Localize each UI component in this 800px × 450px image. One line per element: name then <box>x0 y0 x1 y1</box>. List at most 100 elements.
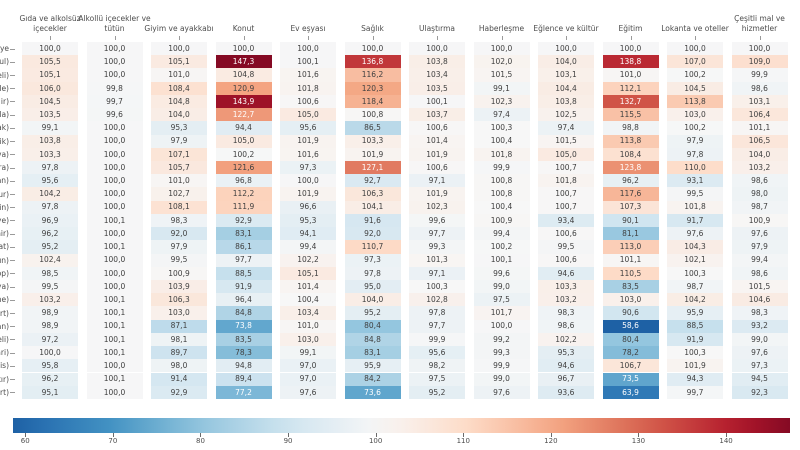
row-tick-mark <box>10 75 15 77</box>
heatmap-cell: 100,1 <box>86 319 143 333</box>
heatmap-cell: 100,0 <box>86 187 143 201</box>
heatmap-cell: 103,8 <box>409 55 465 69</box>
heatmap-cell: 100,4 <box>280 293 336 307</box>
heatmap-cell: 96,2 <box>22 372 78 386</box>
column-header-line: Çeşitli mal ve <box>734 14 785 23</box>
row-tick-mark <box>10 48 15 50</box>
heatmap-cell: 107,0 <box>667 55 723 69</box>
heatmap-cell: 94,8 <box>215 359 272 373</box>
heatmap-cell: 100,0 <box>86 200 143 214</box>
row-tick-mark <box>10 246 15 248</box>
heatmap-cell: 100,0 <box>538 42 594 56</box>
heatmap-cell: 99,9 <box>473 160 530 175</box>
heatmap-cell: 102,2 <box>280 253 336 267</box>
colorbar-tick-mark <box>726 433 728 437</box>
heatmap-cell: 99,9 <box>473 359 530 373</box>
heatmap-cell: 98,9 <box>22 319 78 333</box>
heatmap-cell: 78,2 <box>602 346 659 360</box>
heatmap-cell: 101,8 <box>473 147 530 161</box>
column-header-line: Eğitim <box>618 23 643 33</box>
heatmap-cell: 99,4 <box>280 240 336 254</box>
heatmap-cell: 98,6 <box>731 174 788 188</box>
heatmap-cell: 103,5 <box>409 81 465 95</box>
heatmap-cell: 98,3 <box>151 213 207 228</box>
heatmap-cell: 103,0 <box>602 293 659 307</box>
heatmap-cell: 100,1 <box>86 213 143 228</box>
column-header-line: Eğlence ve kültür <box>533 23 599 33</box>
heatmap-cell: 115,5 <box>602 108 659 122</box>
heatmap-cell: 120,9 <box>215 81 272 95</box>
column-header: Gıda ve alkolsüz içecekler <box>5 0 95 33</box>
heatmap-cell: 100,6 <box>538 253 594 267</box>
heatmap-cell: 100,0 <box>86 174 143 188</box>
colorbar-tick-mark <box>25 433 27 437</box>
heatmap-cell: 100,8 <box>473 187 530 201</box>
column-header: Ulaştırma <box>392 0 482 33</box>
heatmap-cell: 101,8 <box>538 174 594 188</box>
colorbar-tick-mark <box>638 433 640 437</box>
heatmap-cell: 105,1 <box>280 266 336 280</box>
heatmap-cell: 99,5 <box>151 253 207 267</box>
column-header-line: Haberleşme <box>478 23 525 33</box>
heatmap-cell: 103,0 <box>280 332 336 347</box>
heatmap-cell: 97,6 <box>731 346 788 360</box>
heatmap-cell: 100,9 <box>731 213 788 228</box>
heatmap-cell: 98,3 <box>538 306 594 320</box>
row-tick-mark <box>10 141 15 143</box>
heatmap-cell: 100,0 <box>473 319 530 333</box>
heatmap-cell: 100,1 <box>86 346 143 360</box>
heatmap-cell: 97,7 <box>409 227 465 241</box>
heatmap-cell: 100,2 <box>215 147 272 161</box>
heatmap-cell: 100,7 <box>538 200 594 214</box>
heatmap-cell: 100,9 <box>473 213 530 228</box>
column-tick-mark <box>114 36 116 40</box>
row-tick-mark <box>10 167 15 169</box>
heatmap-cell: 106,0 <box>22 81 78 95</box>
heatmap-cell: 107,1 <box>151 147 207 161</box>
heatmap-cell: 99,9 <box>731 68 788 82</box>
heatmap-cell: 99,0 <box>473 372 530 386</box>
heatmap-cell: 92,9 <box>151 385 207 399</box>
heatmap-cell: 103,3 <box>22 147 78 161</box>
colorbar-tick-mark <box>463 433 465 437</box>
heatmap-cell: 100,6 <box>538 227 594 241</box>
heatmap-cell: 100,0 <box>86 55 143 69</box>
heatmap-cell: 95,9 <box>344 359 401 373</box>
heatmap-cell: 97,3 <box>280 160 336 175</box>
heatmap-cell: 97,1 <box>409 266 465 280</box>
heatmap-cell: 104,2 <box>667 293 723 307</box>
heatmap-cell: 103,7 <box>409 108 465 122</box>
heatmap-cell: 116,2 <box>344 68 401 82</box>
heatmap-cell: 100,9 <box>151 266 207 280</box>
colorbar-tick-label: 60 <box>20 437 30 445</box>
heatmap-cell: 95,6 <box>409 346 465 360</box>
row-label: ova) <box>0 149 9 159</box>
row-label: han) <box>0 321 9 331</box>
heatmap-cell: 109,0 <box>731 55 788 69</box>
heatmap-cell: 99,3 <box>409 240 465 254</box>
row-tick-mark <box>10 154 15 156</box>
row-tick-mark <box>10 352 15 354</box>
heatmap-cell: 106,3 <box>151 293 207 307</box>
heatmap-cell: 122,7 <box>215 108 272 122</box>
heatmap-cell: 99,2 <box>473 332 530 347</box>
row-label: ye <box>0 44 9 54</box>
heatmap-cell: 99,1 <box>473 81 530 95</box>
heatmap-cell: 99,7 <box>86 94 143 109</box>
heatmap-cell: 102,2 <box>538 332 594 347</box>
heatmap-cell: 104,4 <box>538 81 594 95</box>
heatmap-cell: 81,1 <box>602 227 659 241</box>
heatmap-cell: 100,0 <box>86 42 143 56</box>
heatmap-cell: 100,7 <box>538 187 594 201</box>
row-label: gat) <box>0 242 9 252</box>
heatmap-cell: 103,1 <box>538 68 594 82</box>
column-tick-mark <box>437 36 438 40</box>
heatmap-cell: 100,1 <box>473 253 530 267</box>
heatmap-cell: 104,8 <box>151 94 207 109</box>
row-label: cik) <box>0 136 9 146</box>
colorbar-tick-label: 120 <box>544 437 558 445</box>
heatmap-cell: 97,5 <box>473 293 530 307</box>
heatmap-cell: 112,2 <box>215 187 272 201</box>
heatmap-cell: 99,9 <box>409 332 465 347</box>
heatmap-cell: 101,5 <box>473 68 530 82</box>
